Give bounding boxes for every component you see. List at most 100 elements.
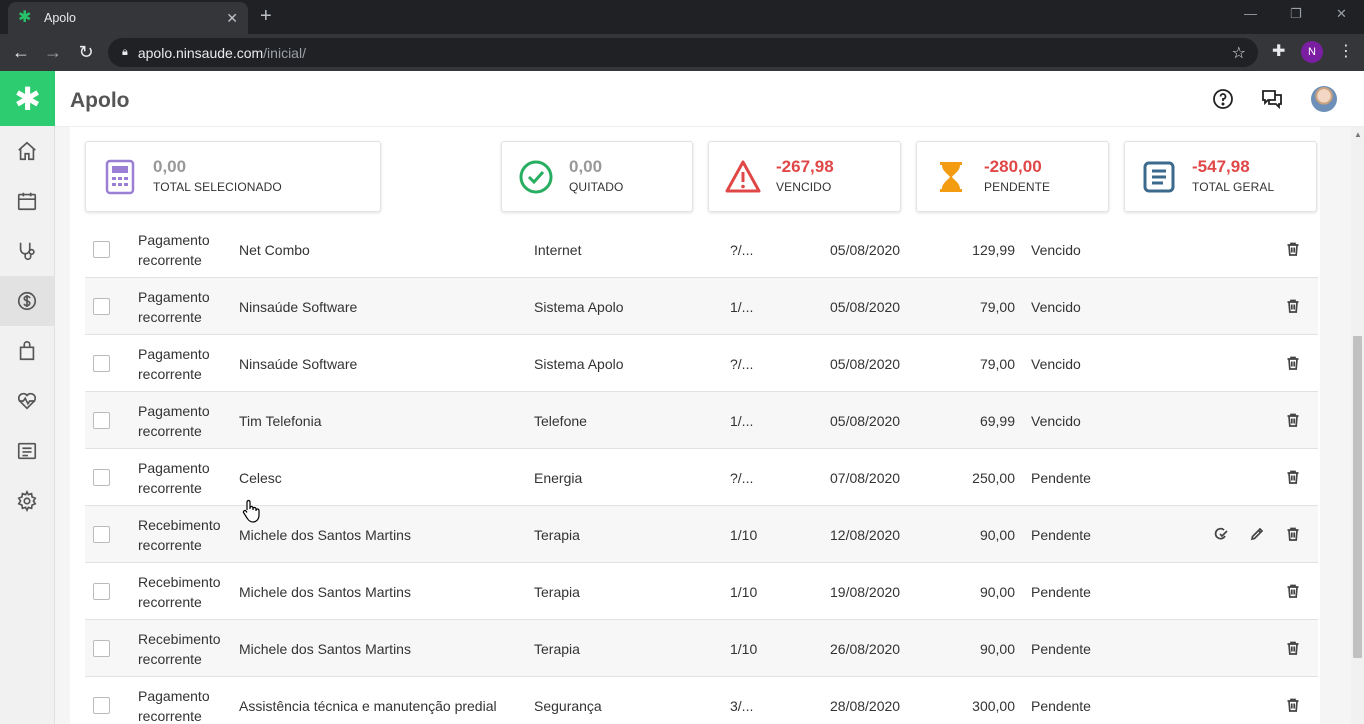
row-description: Ninsaúde Software	[239, 355, 358, 372]
row-value: 79,00	[979, 355, 1015, 372]
summary-value: 0,00	[153, 157, 187, 176]
row-installment: 1/10	[730, 526, 758, 543]
table-row[interactable]: Pagamento recorrente Net Combo Internet …	[85, 221, 1318, 278]
help-icon[interactable]	[1211, 87, 1235, 111]
sidebar-item-settings[interactable]	[0, 476, 54, 526]
trash-icon[interactable]	[1285, 697, 1301, 713]
transactions-table: Pagamento recorrente Net Combo Internet …	[85, 221, 1318, 724]
scroll-up-arrow-icon[interactable]: ▲	[1354, 130, 1362, 139]
new-tab-icon[interactable]: +	[260, 5, 272, 27]
row-description: Michele dos Santos Martins	[239, 640, 411, 657]
tab-close-icon[interactable]: ✕	[226, 9, 238, 26]
restore-icon[interactable]: ❐	[1290, 6, 1302, 21]
sidebar-item-home[interactable]	[0, 126, 54, 176]
pencil-icon[interactable]	[1249, 526, 1265, 542]
url-path: /inicial/	[263, 44, 306, 61]
table-row[interactable]: Pagamento recorrente Tim Telefonia Telef…	[85, 392, 1318, 449]
browser-tab[interactable]: ✱ Apolo ✕	[8, 2, 248, 34]
table-row[interactable]: Recebimento recorrente Michele dos Santo…	[85, 506, 1318, 563]
row-date: 07/08/2020	[830, 469, 901, 486]
trash-icon[interactable]	[1285, 355, 1301, 371]
summary-card-overdue: -267,98 VENCIDO	[708, 141, 901, 212]
page-scrollbar[interactable]: ▲	[1351, 127, 1364, 724]
row-checkbox[interactable]	[93, 241, 110, 258]
scrollbar-thumb[interactable]	[1353, 336, 1362, 658]
check-circle-icon	[518, 159, 554, 195]
browser-profile-avatar[interactable]: N	[1301, 41, 1323, 63]
summary-label: PENDENTE	[984, 180, 1051, 194]
shopping-bag-icon	[19, 341, 35, 361]
trash-icon[interactable]	[1285, 298, 1301, 314]
row-type: Pagamento recorrente	[138, 687, 210, 724]
settle-payment-icon[interactable]	[1213, 526, 1229, 542]
row-checkbox[interactable]	[93, 412, 110, 429]
row-installment: ?/...	[730, 241, 754, 258]
trash-icon[interactable]	[1285, 412, 1301, 428]
row-checkbox[interactable]	[93, 469, 110, 486]
row-value: 129,99	[972, 241, 1015, 258]
row-value: 300,00	[972, 697, 1015, 714]
gear-icon	[17, 490, 37, 512]
back-icon[interactable]: ←	[12, 42, 30, 62]
row-description: Tim Telefonia	[239, 412, 322, 429]
row-checkbox[interactable]	[93, 640, 110, 657]
row-checkbox[interactable]	[93, 697, 110, 714]
summary-label: TOTAL GERAL	[1192, 180, 1275, 194]
table-row[interactable]: Pagamento recorrente Celesc Energia ?/..…	[85, 449, 1318, 506]
row-description: Michele dos Santos Martins	[239, 583, 411, 600]
sidebar-item-health[interactable]	[0, 376, 54, 426]
row-date: 05/08/2020	[830, 298, 901, 315]
trash-icon[interactable]	[1285, 526, 1301, 542]
forward-icon[interactable]: →	[44, 42, 62, 62]
row-value: 90,00	[979, 583, 1015, 600]
row-checkbox[interactable]	[93, 526, 110, 543]
table-row[interactable]: Recebimento recorrente Michele dos Santo…	[85, 620, 1318, 677]
chat-icon[interactable]	[1260, 87, 1284, 111]
browser-menu-icon[interactable]: ⋮	[1338, 43, 1354, 60]
summary-card-selected: 0,00 TOTAL SELECIONADO	[85, 141, 381, 212]
window-close-icon[interactable]: ✕	[1336, 6, 1347, 21]
row-installment: 1/...	[730, 412, 754, 429]
warning-icon	[725, 159, 761, 195]
sidebar-item-reports[interactable]	[0, 426, 54, 476]
reload-icon[interactable]: ↻	[78, 42, 94, 62]
extensions-puzzle-icon[interactable]: ✚	[1272, 43, 1286, 60]
trash-icon[interactable]	[1285, 640, 1301, 656]
row-checkbox[interactable]	[93, 298, 110, 315]
tab-title: Apolo	[44, 11, 76, 25]
row-category: Sistema Apolo	[534, 298, 624, 315]
app-header: Apolo	[55, 71, 1364, 127]
bookmark-star-icon[interactable]: ☆	[1231, 45, 1246, 62]
row-description: Assistência técnica e manutenção predial	[239, 697, 497, 714]
table-row[interactable]: Recebimento recorrente Michele dos Santo…	[85, 563, 1318, 620]
sidebar-item-financial[interactable]	[0, 276, 54, 326]
row-checkbox[interactable]	[93, 355, 110, 372]
table-row[interactable]: Pagamento recorrente Ninsaúde Software S…	[85, 278, 1318, 335]
row-status: Pendente	[1031, 583, 1091, 600]
trash-icon[interactable]	[1285, 469, 1301, 485]
table-row[interactable]: Pagamento recorrente Ninsaúde Software S…	[85, 335, 1318, 392]
row-category: Telefone	[534, 412, 587, 429]
app-title: Apolo	[70, 89, 130, 112]
browser-toolbar: ← → ↻ 🔒︎ apolo.ninsaude.com /inicial/ ☆	[0, 34, 1364, 71]
home-icon	[18, 141, 36, 161]
table-row[interactable]: Pagamento recorrente Assistência técnica…	[85, 677, 1318, 724]
row-installment: 1/...	[730, 298, 754, 315]
address-bar[interactable]: 🔒︎ apolo.ninsaude.com /inicial/ ☆	[108, 38, 1258, 67]
sidebar-item-store[interactable]	[0, 326, 54, 376]
row-date: 05/08/2020	[830, 412, 901, 429]
summary-label: VENCIDO	[776, 180, 832, 194]
row-type: Pagamento recorrente	[138, 402, 210, 439]
row-installment: 3/...	[730, 697, 754, 714]
user-avatar[interactable]	[1311, 86, 1337, 112]
row-checkbox[interactable]	[93, 583, 110, 600]
sidebar-item-clinical[interactable]	[0, 226, 54, 276]
row-description: Celesc	[239, 469, 282, 486]
row-status: Pendente	[1031, 640, 1091, 657]
minimize-icon[interactable]: —	[1244, 6, 1257, 21]
row-date: 05/08/2020	[830, 241, 901, 258]
apolo-logo-icon[interactable]: ✱	[0, 71, 55, 126]
trash-icon[interactable]	[1285, 583, 1301, 599]
sidebar-item-calendar[interactable]	[0, 176, 54, 226]
trash-icon[interactable]	[1285, 241, 1301, 257]
